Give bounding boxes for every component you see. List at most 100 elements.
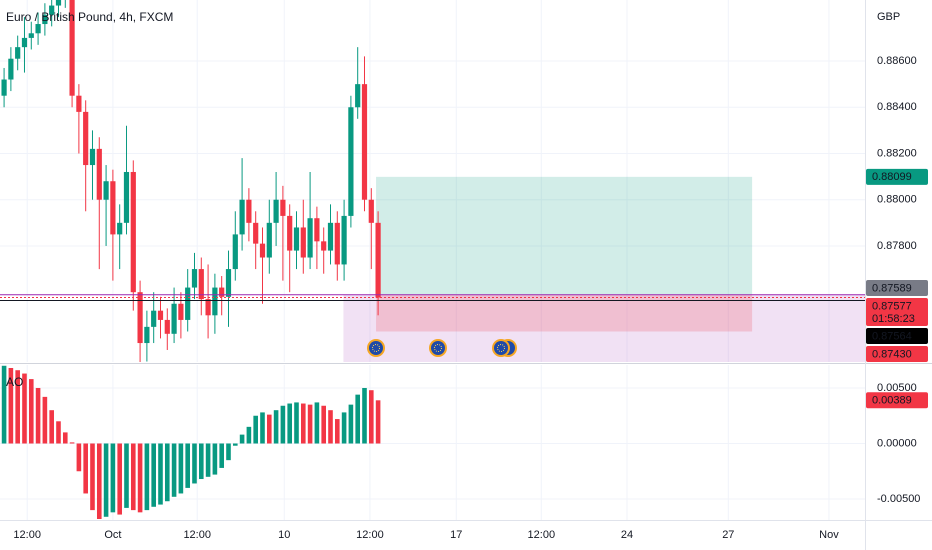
candle-body — [232, 234, 238, 270]
price-label: 0.87577 — [872, 300, 912, 312]
ao-bar — [328, 410, 333, 444]
candle-body — [164, 319, 170, 334]
currency-label: GBP — [877, 11, 900, 23]
price-label: 0.88099 — [872, 171, 912, 183]
target-zone — [376, 176, 753, 295]
ao-bar — [314, 402, 320, 444]
candle-body — [171, 303, 177, 334]
ao-bar — [226, 443, 231, 461]
candle-body — [49, 5, 55, 15]
ao-bar — [368, 390, 374, 444]
price-label-box — [866, 328, 928, 344]
x-tick-label: 12:00 — [183, 529, 211, 541]
candle-body — [287, 215, 293, 251]
ao-bar — [69, 442, 75, 444]
event-icon[interactable] — [492, 339, 510, 357]
ao-bar — [198, 443, 204, 480]
ao-bar — [117, 443, 122, 515]
candle-body — [191, 269, 198, 288]
y-tick-label: -0.00500 — [877, 493, 920, 505]
candle-body — [375, 222, 381, 298]
ao-bar — [280, 405, 286, 444]
candle-body — [266, 222, 272, 258]
ao-bar — [28, 379, 34, 444]
ao-bar — [124, 443, 129, 508]
ao-bar — [83, 443, 88, 494]
x-tick-label: Nov — [819, 529, 839, 541]
price-label: 0.87589 — [872, 282, 912, 294]
candle-body — [151, 310, 157, 327]
ao-bar — [287, 403, 292, 444]
events — [367, 339, 517, 357]
candle-body — [368, 199, 374, 223]
candle-body — [15, 47, 21, 59]
ao-bar — [355, 394, 360, 444]
candle-body — [253, 222, 259, 244]
candle-body — [76, 95, 82, 112]
ao-bar — [321, 405, 326, 444]
candle-body — [341, 215, 347, 265]
price-label-box — [866, 298, 928, 326]
candle-body — [21, 37, 28, 48]
ao-bar — [219, 443, 224, 468]
ao-bar — [90, 443, 95, 511]
candle-body — [178, 303, 184, 320]
ao-bar — [239, 434, 245, 444]
candle-body — [280, 199, 286, 216]
ao-bar — [185, 443, 190, 488]
candle-body — [185, 287, 191, 320]
ao-bar — [158, 443, 163, 505]
ao-bar — [96, 443, 102, 520]
candle-body — [69, 0, 75, 96]
candle-body — [307, 218, 313, 258]
ao-pane — [1, 365, 381, 520]
candle-body — [8, 58, 14, 80]
event-icon[interactable] — [429, 339, 447, 357]
candle-body — [123, 171, 130, 223]
x-tick-label: 12:00 — [13, 529, 41, 541]
candle-body — [144, 326, 150, 344]
candle-body — [327, 222, 334, 251]
candle-body — [28, 33, 34, 38]
ao-bar — [334, 419, 340, 444]
ao-label: 0.00389 — [872, 395, 912, 407]
ao-bar — [232, 443, 238, 446]
event-icon[interactable] — [367, 339, 385, 357]
chart-title: Euro / British Pound, 4h, FXCM — [6, 10, 173, 24]
candle-body — [42, 14, 48, 25]
ao-bar — [144, 443, 150, 511]
x-tick-label: 10 — [278, 529, 290, 541]
candle-body — [110, 181, 116, 235]
ao-bar — [341, 412, 347, 444]
candle-body — [348, 107, 354, 216]
candle-body — [55, 0, 62, 6]
candle-body — [198, 269, 204, 300]
candle-body — [83, 111, 89, 166]
candle-body — [103, 181, 109, 200]
ao-bar — [205, 443, 211, 477]
ao-bar — [212, 443, 218, 475]
axes: 12:00 Oct 12:00 10 12:00 17 12:00 24 27 Nov 0.8860… — [13, 55, 928, 541]
price-countdown: 01:58:23 — [872, 313, 915, 325]
ao-bar — [22, 373, 27, 444]
candle-body — [219, 287, 225, 297]
candle-body — [35, 24, 41, 34]
ao-bar — [307, 404, 313, 444]
candle-body — [300, 227, 306, 258]
y-tick-label: 0.88000 — [877, 194, 917, 206]
x-tick-label: 12:00 — [528, 529, 556, 541]
ao-bar — [273, 410, 279, 444]
ao-bar — [151, 443, 156, 507]
price-label: 0.87430 — [872, 348, 912, 360]
ao-bar — [375, 400, 381, 444]
ao-bar — [253, 415, 258, 444]
y-tick-label: 0.00000 — [877, 437, 917, 449]
price-label-box — [866, 346, 928, 362]
ao-bar — [42, 396, 48, 444]
ao-bar — [164, 443, 170, 502]
ao-bar — [35, 387, 41, 444]
candle-body — [334, 222, 340, 265]
ao-label-box — [866, 392, 928, 409]
candle-body — [212, 287, 218, 316]
